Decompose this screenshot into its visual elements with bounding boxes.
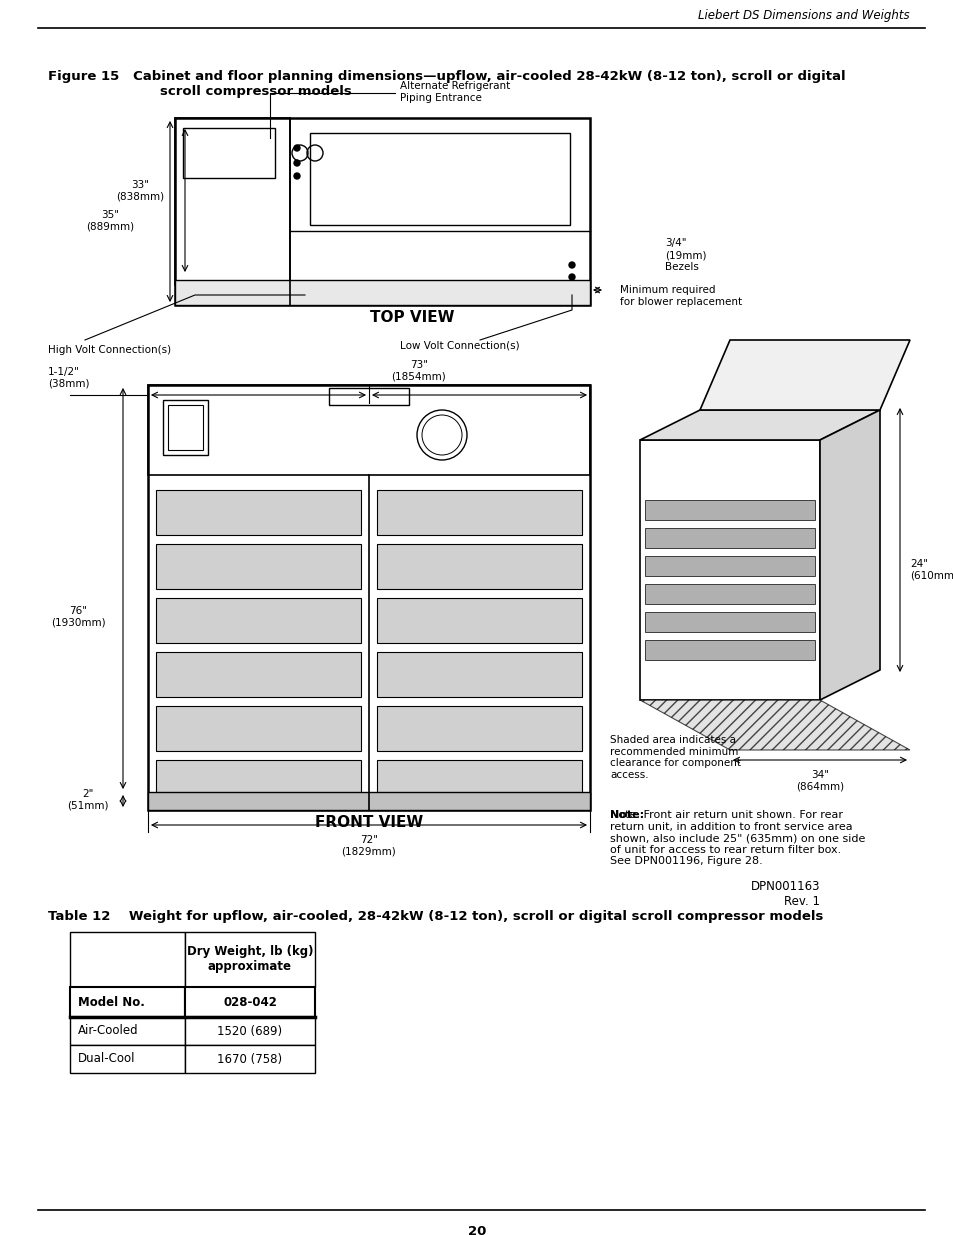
Text: 73"
(1854mm): 73" (1854mm) (392, 359, 446, 382)
Bar (644, 613, 814, 632)
Bar (376, 652, 581, 697)
Text: 3/4"
(19mm)
Bezels: 3/4" (19mm) Bezels (664, 238, 706, 272)
Circle shape (568, 274, 575, 280)
Text: 35"
(889mm): 35" (889mm) (86, 210, 134, 232)
Text: Air-Cooled: Air-Cooled (78, 1025, 138, 1037)
Bar (156, 760, 360, 805)
Text: 028-042: 028-042 (223, 995, 276, 1009)
Text: TOP VIEW: TOP VIEW (370, 310, 454, 325)
Text: Model No.: Model No. (78, 995, 145, 1009)
Bar (185, 1016, 314, 1045)
Circle shape (294, 161, 299, 165)
Bar (310, 133, 569, 225)
Bar (156, 598, 360, 643)
Text: DPN001163
Rev. 1: DPN001163 Rev. 1 (750, 881, 820, 908)
Bar (148, 385, 589, 810)
Text: Note:: Note: (609, 810, 643, 820)
Bar (174, 119, 589, 305)
Bar (156, 706, 360, 751)
Bar (185, 987, 314, 1016)
Bar (70, 987, 185, 1016)
Bar (156, 652, 360, 697)
Text: scroll compressor models: scroll compressor models (160, 85, 352, 98)
Text: Dual-Cool: Dual-Cool (78, 1052, 135, 1066)
Text: 24"
(610mm): 24" (610mm) (909, 559, 953, 580)
Bar (156, 490, 360, 535)
Bar (644, 640, 814, 659)
Bar (185, 932, 314, 987)
Bar (168, 405, 203, 450)
Text: 72"
(1829mm): 72" (1829mm) (341, 835, 395, 857)
Polygon shape (639, 700, 909, 750)
Text: Low Volt Connection(s): Low Volt Connection(s) (399, 340, 519, 350)
Bar (376, 490, 581, 535)
Text: 1670 (758): 1670 (758) (217, 1052, 282, 1066)
Text: 76"
(1930mm): 76" (1930mm) (51, 606, 105, 627)
Bar (183, 128, 274, 178)
Text: 33"
(838mm): 33" (838mm) (116, 180, 164, 201)
Text: Figure 15   Cabinet and floor planning dimensions—upflow, air-cooled 28-42kW (8-: Figure 15 Cabinet and floor planning dim… (48, 70, 844, 83)
Bar (174, 119, 290, 285)
Circle shape (294, 173, 299, 179)
Text: Table 12    Weight for upflow, air-cooled, 28-42kW (8-12 ton), scroll or digital: Table 12 Weight for upflow, air-cooled, … (48, 910, 822, 923)
Bar (329, 388, 409, 405)
Polygon shape (639, 410, 879, 440)
Bar (376, 760, 581, 805)
Bar (148, 385, 589, 475)
Bar (376, 598, 581, 643)
Text: 1520 (689): 1520 (689) (217, 1025, 282, 1037)
Text: 34"
(864mm): 34" (864mm) (795, 769, 843, 792)
Bar (70, 1045, 185, 1073)
Bar (644, 500, 814, 520)
Bar (70, 1016, 185, 1045)
Text: Note: Front air return unit shown. For rear
return unit, in addition to front se: Note: Front air return unit shown. For r… (609, 810, 864, 867)
Polygon shape (700, 340, 909, 410)
Text: Minimum required
for blower replacement: Minimum required for blower replacement (619, 285, 741, 306)
Text: 2"
(51mm): 2" (51mm) (67, 789, 109, 811)
Bar (644, 529, 814, 548)
Bar (644, 584, 814, 604)
Bar (163, 400, 208, 454)
Circle shape (294, 144, 299, 151)
Text: 20: 20 (467, 1225, 486, 1235)
Bar (376, 706, 581, 751)
Bar (70, 932, 185, 987)
Text: 1-1/2"
(38mm): 1-1/2" (38mm) (48, 367, 90, 389)
Bar (156, 543, 360, 589)
Bar (174, 280, 589, 305)
Polygon shape (820, 410, 879, 700)
Circle shape (568, 262, 575, 268)
Text: Shaded area indicates a
recommended minimum
clearance for component
access.: Shaded area indicates a recommended mini… (609, 735, 740, 779)
Bar (185, 1045, 314, 1073)
Text: Liebert DS Dimensions and Weights: Liebert DS Dimensions and Weights (698, 9, 909, 22)
Text: High Volt Connection(s): High Volt Connection(s) (48, 345, 171, 354)
Bar (148, 792, 589, 810)
Text: Dry Weight, lb (kg)
approximate: Dry Weight, lb (kg) approximate (187, 945, 313, 973)
Bar (376, 543, 581, 589)
Text: Alternate Refrigerant
Piping Entrance: Alternate Refrigerant Piping Entrance (399, 82, 510, 103)
Text: FRONT VIEW: FRONT VIEW (314, 815, 423, 830)
Bar (644, 556, 814, 576)
